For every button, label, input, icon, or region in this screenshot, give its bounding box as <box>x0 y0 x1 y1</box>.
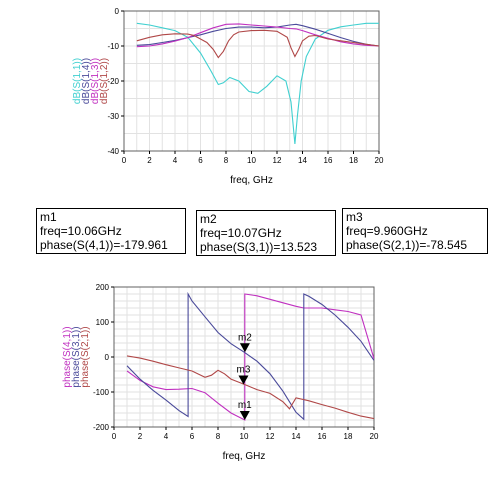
marker-triangle <box>238 375 249 385</box>
chart-bottom: 0 2 4 6 8 10 12 14 16 18 20 200 100 0 -100 -200 freq, GH… <box>62 283 379 462</box>
x-tick-label: 0 <box>112 432 117 441</box>
y-tick-label: 0 <box>105 353 110 362</box>
series-label: phase(S(2,1)) <box>80 326 91 387</box>
x-tick-label: 18 <box>349 156 358 165</box>
marker-readout-m1: m1 freq=10.06GHz phase(S(4,1))=-179.961 <box>36 208 186 254</box>
y-tick-label: 100 <box>96 318 110 327</box>
series-line <box>136 29 379 59</box>
x-tick-label: 20 <box>370 432 379 441</box>
marker-m1-freq: freq=10.06GHz <box>40 224 122 238</box>
x-tick-label: 14 <box>292 432 301 441</box>
marker-label: m3 <box>237 364 251 375</box>
series-line <box>126 293 374 421</box>
x-tick-label: 16 <box>324 156 333 165</box>
marker-m2-name: m2 <box>200 212 217 226</box>
x-tick-label: 16 <box>318 432 327 441</box>
series-label: dB(S(1,2)) <box>99 58 110 104</box>
y-tick-label: -20 <box>107 77 119 86</box>
y-tick-label: 200 <box>96 283 110 292</box>
y-tick-label: -40 <box>107 147 119 156</box>
x-tick-label: 8 <box>224 156 229 165</box>
marker-triangle <box>239 343 250 353</box>
y-tick-label: 0 <box>115 7 120 16</box>
y-tick-label: -30 <box>107 112 119 121</box>
series-label: dB(S(1,1)) <box>72 58 83 104</box>
series-label: phase(S(4,1)) <box>62 326 73 387</box>
marker-m2-freq: freq=10.07GHz <box>200 226 282 240</box>
x-tick-label: 12 <box>266 432 275 441</box>
x-tick-label: 2 <box>147 156 152 165</box>
chart-top: 0 2 4 6 8 10 12 14 16 18 20 0 -10 -20 -30 -40 freq, GHz d… <box>72 7 384 186</box>
marker-readout-m3: m3 freq=9.960GHz phase(S(2,1))=-78.545 <box>342 208 488 254</box>
x-tick-label: 12 <box>273 156 282 165</box>
marker-m3-phase: phase(S(2,1))=-78.545 <box>346 238 468 252</box>
marker-triangle <box>239 410 250 420</box>
y-tick-label: -100 <box>93 388 110 397</box>
marker-readout-m2: m2 freq=10.07GHz phase(S(3,1))=13.523 <box>196 210 336 256</box>
x-tick-label: 4 <box>173 156 178 165</box>
marker-label: m2 <box>238 332 252 343</box>
x-tick-label: 10 <box>247 156 256 165</box>
x-axis-title: freq, GHz <box>223 451 266 462</box>
x-tick-label: 0 <box>122 156 127 165</box>
marker-m2-phase: phase(S(3,1))=13.523 <box>200 240 318 254</box>
x-tick-label: 2 <box>138 432 143 441</box>
x-tick-label: 6 <box>198 156 203 165</box>
x-tick-label: 14 <box>298 156 307 165</box>
series-label: phase(S(3,1)) <box>71 326 82 387</box>
series-line <box>126 291 374 421</box>
marker-m1-name: m1 <box>40 210 57 224</box>
x-tick-label: 8 <box>216 432 221 441</box>
x-tick-label: 18 <box>344 432 353 441</box>
x-tick-label: 4 <box>164 432 169 441</box>
series-label: dB(S(1,3)) <box>90 58 101 104</box>
marker-m1-phase: phase(S(4,1))=-179.961 <box>40 238 168 252</box>
series-line <box>136 23 379 47</box>
marker-m3-freq: freq=9.960GHz <box>346 224 428 238</box>
x-tick-label: 20 <box>375 156 384 165</box>
series-line <box>126 355 374 420</box>
series-label: dB(S(1,4)) <box>81 58 92 104</box>
marker-m3-name: m3 <box>346 210 363 224</box>
x-tick-label: 10 <box>240 432 249 441</box>
x-tick-label: 6 <box>190 432 195 441</box>
y-tick-label: -10 <box>107 42 119 51</box>
series-line <box>136 22 379 145</box>
marker-label: m1 <box>238 400 252 411</box>
x-axis-title: freq, GHz <box>230 175 273 186</box>
y-tick-label: -200 <box>93 423 110 432</box>
